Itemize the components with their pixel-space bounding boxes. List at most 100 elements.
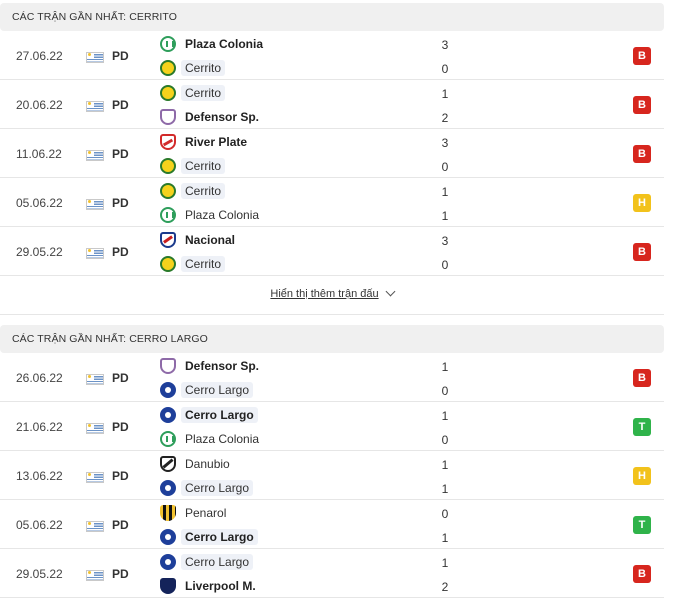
league-code[interactable]: PD: [112, 147, 129, 161]
away-team-name[interactable]: Plaza Colonia: [185, 432, 260, 446]
match-row[interactable]: 21.06.22 PD Cerro Largo Plaza Colonia 1 0 T: [0, 402, 664, 451]
league-code[interactable]: PD: [112, 469, 129, 483]
league-code[interactable]: PD: [112, 196, 129, 210]
away-team[interactable]: Cerro Largo: [160, 527, 420, 547]
away-team-name[interactable]: Cerro Largo: [181, 480, 254, 496]
home-team[interactable]: Cerro Largo: [160, 552, 420, 572]
plaza-colonia-icon: [160, 207, 176, 223]
away-score: 2: [441, 580, 449, 594]
flag-sun-icon: [88, 571, 91, 574]
match-row[interactable]: 11.06.22 PD River Plate Cerrito 3 0 B: [0, 129, 664, 178]
home-team[interactable]: Cerrito: [160, 83, 420, 103]
match-list-cerrito: 27.06.22 PD Plaza Colonia Cerrito 3 0 B 20.06.2…: [0, 31, 664, 276]
result-badge: T: [633, 516, 651, 534]
result-badge: B: [633, 369, 651, 387]
home-team-name[interactable]: Plaza Colonia: [185, 37, 264, 51]
home-team[interactable]: Cerrito: [160, 181, 420, 201]
cerrito-icon: [160, 158, 176, 174]
home-score: 1: [441, 409, 449, 423]
home-team[interactable]: Danubio: [160, 454, 420, 474]
cerro-largo-icon: [160, 382, 176, 398]
away-team-name[interactable]: Liverpool M.: [185, 579, 256, 593]
home-team[interactable]: River Plate: [160, 132, 420, 152]
away-score: 1: [441, 209, 449, 223]
home-team-name[interactable]: Cerro Largo: [181, 407, 258, 423]
home-team-name[interactable]: Cerrito: [181, 85, 226, 101]
away-score: 1: [441, 482, 449, 496]
home-team-name[interactable]: Penarol: [185, 506, 227, 520]
plaza-colonia-icon: [160, 36, 176, 52]
home-score: 1: [441, 458, 449, 472]
result-badge: B: [633, 565, 651, 583]
section-header-cerro-largo: CÁC TRẬN GẦN NHẤT: CERRO LARGO: [0, 325, 664, 353]
away-team-name[interactable]: Defensor Sp.: [185, 110, 260, 124]
away-team-name[interactable]: Plaza Colonia: [185, 208, 260, 222]
show-more[interactable]: Hiển thị thêm trận đấu: [0, 286, 664, 300]
away-team-name[interactable]: Cerro Largo: [181, 382, 254, 398]
league-code[interactable]: PD: [112, 567, 129, 581]
league-code[interactable]: PD: [112, 245, 129, 259]
league-code[interactable]: PD: [112, 371, 129, 385]
home-team[interactable]: Cerro Largo: [160, 405, 420, 425]
home-team-name[interactable]: Nacional: [185, 233, 236, 247]
show-more-link[interactable]: Hiển thị thêm trận đấu: [270, 288, 379, 300]
home-team-name[interactable]: Cerrito: [181, 183, 226, 199]
liverpool-icon: [160, 578, 176, 594]
home-team-name[interactable]: Cerro Largo: [181, 554, 254, 570]
match-row[interactable]: 27.06.22 PD Plaza Colonia Cerrito 3 0 B: [0, 31, 664, 80]
league-code[interactable]: PD: [112, 518, 129, 532]
result-badge: B: [633, 47, 651, 65]
league-code[interactable]: PD: [112, 98, 129, 112]
away-team-name[interactable]: Cerrito: [181, 158, 226, 174]
away-score: 0: [441, 258, 449, 272]
section-header-cerrito: CÁC TRẬN GẦN NHẤT: CERRITO: [0, 3, 664, 31]
away-team[interactable]: Plaza Colonia: [160, 205, 420, 225]
nacional-icon: [160, 232, 176, 248]
cerrito-icon: [160, 60, 176, 76]
away-team[interactable]: Cerrito: [160, 156, 420, 176]
result-badge: B: [633, 145, 651, 163]
match-row[interactable]: 13.06.22 PD Danubio Cerro Largo 1 1 H: [0, 451, 664, 500]
home-score: 1: [441, 556, 449, 570]
home-team-name[interactable]: Danubio: [185, 457, 230, 471]
away-team-name[interactable]: Cerrito: [181, 60, 226, 76]
away-team[interactable]: Defensor Sp.: [160, 107, 420, 127]
match-row[interactable]: 29.05.22 PD Nacional Cerrito 3 0 B: [0, 227, 664, 276]
match-row[interactable]: 20.06.22 PD Cerrito Defensor Sp. 1 2 B: [0, 80, 664, 129]
match-row[interactable]: 26.06.22 PD Defensor Sp. Cerro Largo 1 0 B: [0, 353, 664, 402]
away-team[interactable]: Cerro Largo: [160, 478, 420, 498]
match-row[interactable]: 05.06.22 PD Cerrito Plaza Colonia 1 1 H: [0, 178, 664, 227]
cerro-largo-icon: [160, 407, 176, 423]
away-score: 1: [441, 531, 449, 545]
home-team[interactable]: Plaza Colonia: [160, 34, 420, 54]
away-score: 0: [441, 160, 449, 174]
away-team[interactable]: Plaza Colonia: [160, 429, 420, 449]
away-team-name[interactable]: Cerrito: [181, 256, 226, 272]
away-team[interactable]: Liverpool M.: [160, 576, 420, 596]
away-team[interactable]: Cerro Largo: [160, 380, 420, 400]
match-row[interactable]: 05.06.22 PD Penarol Cerro Largo 0 1 T: [0, 500, 664, 549]
home-team[interactable]: Penarol: [160, 503, 420, 523]
divider: [0, 314, 664, 315]
away-team-name[interactable]: Cerro Largo: [181, 529, 258, 545]
away-team[interactable]: Cerrito: [160, 254, 420, 274]
away-score: 0: [441, 62, 449, 76]
match-row[interactable]: 29.05.22 PD Cerro Largo Liverpool M. 1 2 B: [0, 549, 664, 598]
league-code[interactable]: PD: [112, 49, 129, 63]
cerro-largo-icon: [160, 480, 176, 496]
home-team[interactable]: Nacional: [160, 230, 420, 250]
match-date: 13.06.22: [16, 469, 63, 483]
penarol-icon: [160, 505, 176, 521]
home-team[interactable]: Defensor Sp.: [160, 356, 420, 376]
home-score: 1: [441, 87, 449, 101]
flag-sun-icon: [88, 522, 91, 525]
league-code[interactable]: PD: [112, 420, 129, 434]
danubio-icon: [160, 456, 176, 472]
cerrito-icon: [160, 256, 176, 272]
chevron-down-icon[interactable]: [385, 286, 396, 297]
away-score: 0: [441, 433, 449, 447]
away-team[interactable]: Cerrito: [160, 58, 420, 78]
home-team-name[interactable]: River Plate: [185, 135, 248, 149]
flag-sun-icon: [88, 375, 91, 378]
home-team-name[interactable]: Defensor Sp.: [185, 359, 260, 373]
